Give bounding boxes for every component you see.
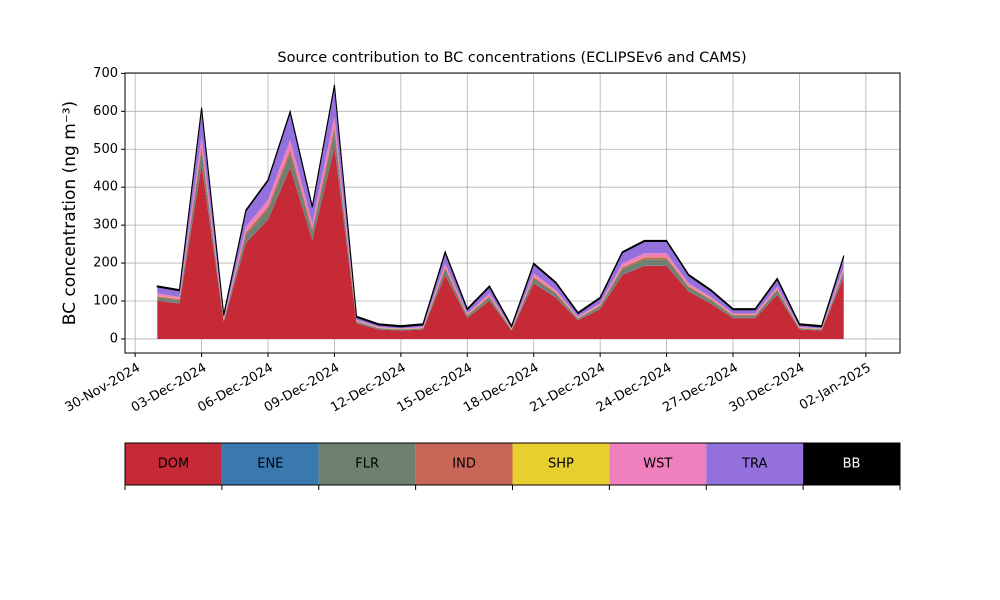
legend-label: FLR bbox=[355, 457, 379, 472]
x-tick-label: 30-Dec-2024 bbox=[727, 361, 807, 416]
legend-swatch bbox=[125, 443, 222, 485]
y-tick-label: 100 bbox=[93, 294, 118, 309]
y-tick-label: 500 bbox=[93, 142, 118, 157]
chart-title: Source contribution to BC concentrations… bbox=[277, 50, 746, 66]
legend-label: IND bbox=[452, 457, 476, 472]
legend-label: BB bbox=[843, 457, 861, 472]
legend-label: TRA bbox=[741, 457, 767, 472]
legend-label: WST bbox=[643, 457, 672, 472]
legend-swatch bbox=[609, 443, 707, 485]
y-axis-label: BC concentration (ng m⁻³) bbox=[60, 101, 80, 325]
x-tick-label: 02-Jan-2025 bbox=[797, 361, 874, 414]
legend-label: SHP bbox=[548, 457, 574, 472]
legend-label: DOM bbox=[158, 457, 189, 472]
legend-swatch bbox=[318, 443, 416, 485]
legend-swatch bbox=[706, 443, 804, 485]
y-tick-label: 300 bbox=[93, 218, 118, 233]
legend-swatch bbox=[221, 443, 319, 485]
legend-swatch bbox=[415, 443, 513, 485]
legend-label: ENE bbox=[257, 457, 283, 472]
y-tick-label: 200 bbox=[93, 256, 118, 271]
y-tick-label: 600 bbox=[93, 104, 118, 119]
legend-swatch bbox=[512, 443, 610, 485]
y-tick-label: 0 bbox=[110, 331, 118, 346]
y-tick-label: 700 bbox=[93, 66, 118, 81]
plot-frame bbox=[124, 72, 901, 354]
area bbox=[156, 84, 845, 329]
area bbox=[157, 147, 844, 339]
legend-swatch bbox=[803, 443, 900, 485]
y-tick-label: 400 bbox=[93, 180, 118, 195]
